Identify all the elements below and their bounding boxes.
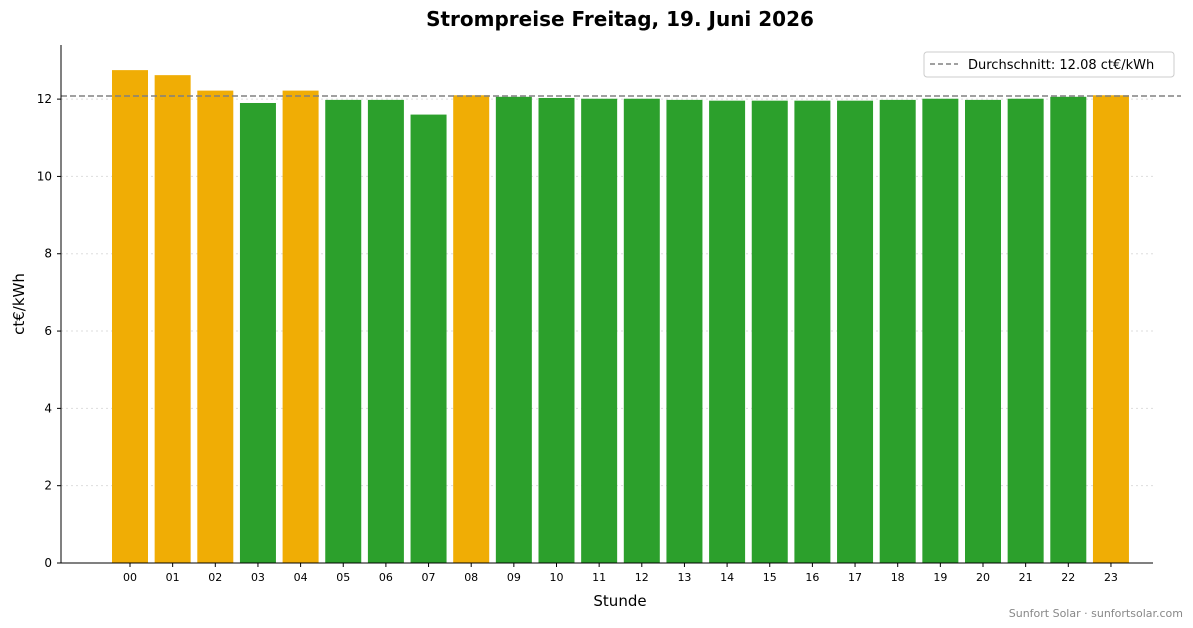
- x-tick-label: 12: [635, 571, 649, 584]
- x-tick-label: 11: [592, 571, 606, 584]
- y-tick-label: 12: [37, 92, 52, 106]
- bar-hour-12: [623, 98, 660, 563]
- x-tick-label: 05: [336, 571, 350, 584]
- x-axis-label: Stunde: [593, 592, 646, 610]
- axes: [60, 45, 1153, 564]
- x-tick-label: 02: [208, 571, 222, 584]
- bar-hour-08: [453, 95, 490, 564]
- x-tick-label: 09: [507, 571, 521, 584]
- bar-hour-05: [325, 99, 362, 563]
- x-tick-label: 08: [464, 571, 478, 584]
- chart-title: Strompreise Freitag, 19. Juni 2026: [426, 7, 814, 31]
- bar-hour-11: [581, 98, 618, 563]
- x-tick-label: 14: [720, 571, 734, 584]
- x-ticks: 00 01 02 03 04 05 06 07 08 09 10 11 12 13 14 15 16 17 18 19…: [123, 563, 1118, 584]
- bar-hour-04: [282, 90, 319, 563]
- bar-hour-10: [538, 97, 575, 563]
- y-ticks: 0 2 4 6 8 10 12: [37, 92, 61, 570]
- bar-hour-07: [410, 114, 447, 563]
- y-tick-label: 0: [44, 556, 52, 570]
- bar-hour-00: [112, 70, 148, 564]
- x-tick-label: 17: [848, 571, 862, 584]
- x-tick-label: 13: [677, 571, 691, 584]
- y-tick-label: 6: [44, 324, 52, 338]
- bar-hour-06: [367, 99, 404, 563]
- legend: Durchschnitt: 12.08 ct€/kWh: [923, 51, 1175, 78]
- y-tick-label: 4: [44, 401, 52, 415]
- x-tick-label: 06: [379, 571, 393, 584]
- legend-average-label: Durchschnitt: 12.08 ct€/kWh: [968, 58, 1154, 73]
- bar-hour-20: [965, 99, 1001, 563]
- x-tick-label: 04: [294, 571, 308, 584]
- bar-hour-13: [666, 99, 703, 563]
- x-tick-label: 15: [763, 571, 777, 584]
- x-tick-label: 23: [1104, 571, 1118, 584]
- bar-hour-16: [794, 100, 831, 563]
- x-tick-label: 00: [123, 571, 137, 584]
- bar-hour-19: [922, 98, 959, 563]
- legend-box: [923, 51, 1175, 78]
- bar-hour-01: [154, 75, 191, 564]
- bars: [112, 70, 1129, 564]
- x-tick-label: 18: [891, 571, 905, 584]
- bar-hour-14: [709, 100, 746, 563]
- bar-hour-18: [879, 99, 916, 563]
- x-tick-label: 01: [166, 571, 180, 584]
- x-tick-label: 19: [933, 571, 947, 584]
- x-tick-label: 22: [1061, 571, 1075, 584]
- x-tick-label: 20: [976, 571, 990, 584]
- x-tick-label: 03: [251, 571, 265, 584]
- y-axis-label: ct€/kWh: [10, 273, 28, 335]
- bar-hour-17: [837, 100, 874, 563]
- y-tick-label: 8: [44, 247, 52, 261]
- bar-hour-21: [1007, 98, 1044, 563]
- x-tick-label: 16: [805, 571, 819, 584]
- x-tick-label: 07: [422, 571, 436, 584]
- y-tick-label: 2: [44, 479, 52, 493]
- bar-hour-15: [751, 100, 788, 563]
- x-tick-label: 10: [550, 571, 564, 584]
- bar-hour-09: [495, 96, 532, 564]
- y-tick-label: 10: [37, 169, 52, 183]
- x-tick-label: 21: [1019, 571, 1033, 584]
- bar-hour-22: [1050, 96, 1087, 564]
- bar-hour-03: [239, 102, 276, 563]
- footer-credit: Sunfort Solar · sunfortsolar.com: [1009, 607, 1183, 620]
- bar-hour-23: [1092, 95, 1129, 564]
- bar-hour-02: [197, 90, 234, 563]
